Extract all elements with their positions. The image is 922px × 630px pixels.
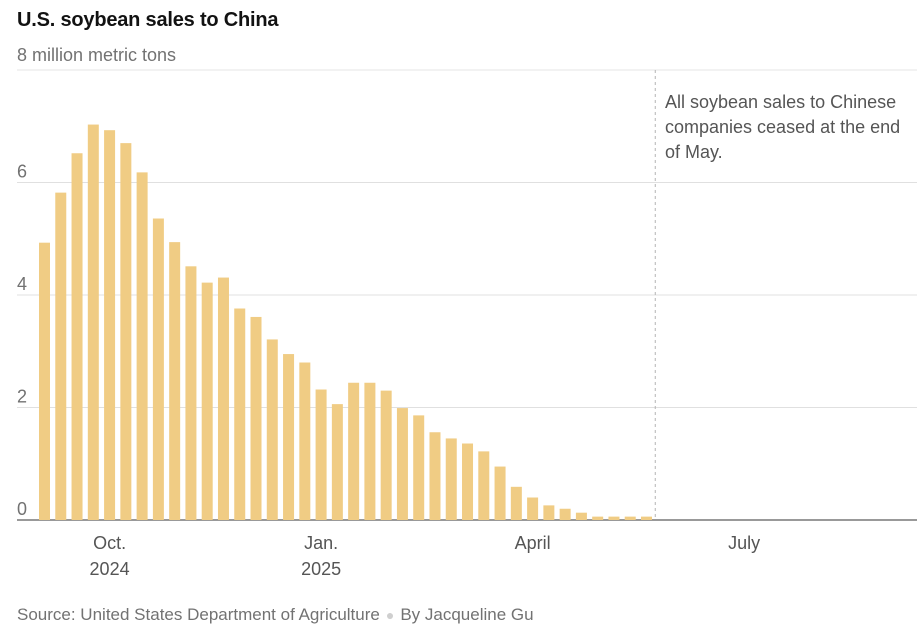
chart-title: U.S. soybean sales to China [17, 9, 279, 31]
bar [152, 218, 164, 520]
bar [510, 486, 522, 520]
bar [608, 516, 620, 520]
bar [429, 432, 441, 520]
bar [624, 516, 636, 520]
bar [348, 382, 360, 520]
bar [592, 516, 604, 520]
bar [478, 451, 490, 520]
bar [87, 124, 99, 520]
bar [266, 339, 278, 520]
y-tick-label: 0 [17, 499, 27, 519]
x-tick-year-label: 2025 [301, 559, 341, 579]
bar [445, 438, 457, 520]
bar-chart: 0 2 4 6 Oct. 2024 Jan. 2025 April July [17, 69, 917, 579]
bar [299, 362, 311, 520]
bar [331, 404, 343, 520]
bar [185, 266, 197, 520]
x-axis-ticks: Oct. 2024 Jan. 2025 April July [90, 533, 761, 579]
bar [169, 242, 181, 520]
bar-series [39, 124, 652, 520]
bar [640, 516, 652, 520]
chart-footer: Source: United States Department of Agri… [17, 605, 534, 625]
bar [559, 508, 571, 520]
bar [201, 282, 213, 520]
x-tick-label: Jan. [304, 533, 338, 553]
bar [283, 354, 295, 520]
chart-annotation: All soybean sales to Chinese companies c… [665, 92, 901, 162]
bar [396, 408, 408, 520]
y-tick-label: 6 [17, 162, 27, 182]
bar [55, 192, 67, 520]
bar [39, 242, 50, 520]
bar [136, 172, 148, 520]
bar [71, 153, 83, 520]
x-tick-label: Oct. [93, 533, 126, 553]
y-tick-label: 4 [17, 274, 27, 294]
bar [462, 443, 474, 520]
x-tick-label: July [728, 533, 760, 553]
byline: By Jacqueline Gu [400, 605, 534, 624]
y-tick-label: 2 [17, 387, 27, 407]
x-tick-year-label: 2024 [90, 559, 130, 579]
bar [413, 415, 425, 520]
bar [120, 143, 132, 520]
bar [380, 390, 392, 520]
y-axis-ticks: 0 2 4 6 [17, 162, 27, 520]
chart-subtitle: 8 million metric tons [17, 45, 177, 65]
bar [250, 316, 262, 520]
separator-dot-icon: ● [385, 607, 395, 623]
bar [364, 382, 376, 520]
bar [543, 505, 555, 520]
bar [527, 497, 539, 520]
bar [217, 277, 229, 520]
bar [575, 512, 587, 520]
bar [234, 308, 246, 520]
source-note: Source: United States Department of Agri… [17, 605, 380, 624]
bar [104, 130, 116, 520]
bar [494, 466, 506, 520]
bar [315, 389, 327, 520]
x-tick-label: April [515, 533, 551, 553]
